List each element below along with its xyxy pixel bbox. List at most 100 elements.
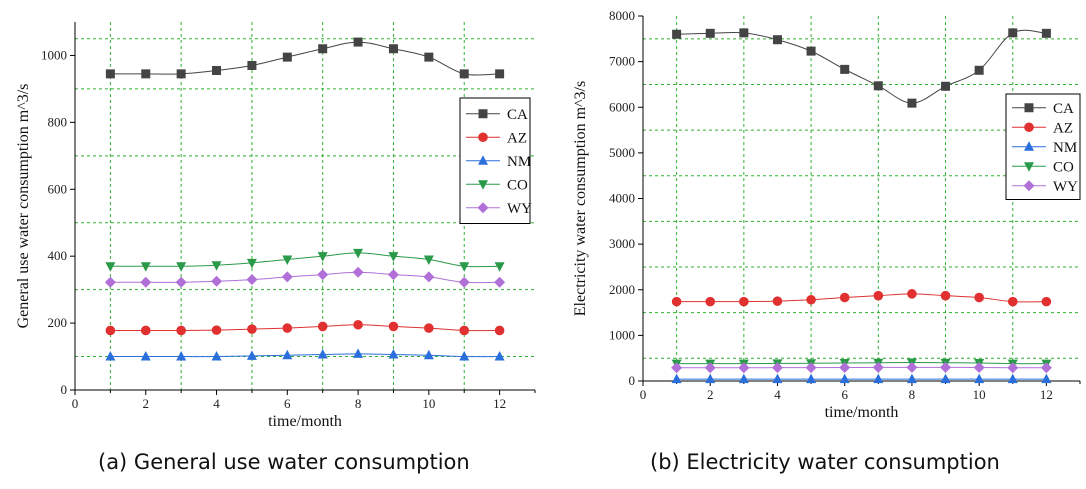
chart-b-legend-marker-co	[1024, 162, 1034, 172]
chart-a-point-co	[459, 262, 470, 272]
chart-a-line-nm	[110, 353, 500, 358]
chart-a-point-ca	[282, 52, 292, 62]
chart-a-point-az	[459, 325, 470, 336]
chart-b-y-tick-label: 8000	[609, 8, 635, 23]
chart-panel-a: 0 2 4 6 8 10 12 0 200 400 600 800 1000 time/month Gene…	[15, 22, 536, 474]
chart-b-svg: 0 2 4 6 8 10 12 0 1000 2000 3000 4000 5000 6000 7000 80…	[572, 8, 1081, 421]
chart-b-point-wy	[973, 361, 985, 373]
chart-b-point-az	[974, 292, 984, 303]
chart-a-point-az	[140, 325, 151, 336]
chart-b-point-az	[940, 290, 951, 301]
chart-b-point-ca	[672, 29, 682, 39]
chart-b-legend-marker-nm	[1024, 141, 1034, 151]
chart-b-legend-label-wy: WY	[1053, 179, 1078, 195]
chart-a-line-ca	[110, 41, 500, 76]
chart-b-point-wy	[1007, 362, 1019, 374]
chart-a-y-tick-label: 800	[48, 114, 68, 129]
chart-b-series-nm	[671, 373, 1052, 384]
chart-b-point-nm	[839, 373, 850, 384]
chart-a-legend-marker-az	[478, 132, 488, 143]
chart-a-point-wy	[175, 276, 187, 288]
chart-b-point-wy	[738, 362, 750, 374]
chart-a-point-co	[140, 262, 151, 272]
chart-b-point-az	[873, 290, 884, 301]
chart-b-point-nm	[806, 373, 817, 384]
chart-a-point-nm	[140, 351, 151, 361]
chart-b-y-tick-label: 6000	[609, 99, 635, 114]
chart-a-y-tick-label: 600	[48, 181, 68, 196]
chart-b-x-tick-label: 4	[774, 387, 781, 402]
chart-b-legend-marker-az	[1024, 122, 1034, 133]
chart-b-point-nm	[671, 373, 682, 384]
chart-b-legend-marker-wy	[1023, 180, 1035, 192]
chart-b-x-tick-label: 10	[973, 387, 986, 402]
chart-a-point-az	[211, 325, 222, 335]
chart-a-point-ca	[459, 69, 469, 79]
chart-a-series-wy	[104, 266, 506, 288]
chart-b-point-ca	[1008, 28, 1018, 38]
chart-a-point-co	[317, 252, 328, 262]
chart-b-point-ca	[1041, 28, 1051, 38]
chart-a-x-tick-label: 10	[422, 396, 435, 411]
chart-a-point-co	[176, 262, 187, 272]
chart-a-legend-label-wy: WY	[507, 201, 532, 217]
chart-a-point-nm	[353, 348, 364, 358]
chart-a-point-co	[353, 248, 364, 259]
chart-b-x-tick-label: 12	[1040, 387, 1053, 402]
chart-b-point-wy	[704, 362, 716, 374]
chart-a-point-co	[211, 261, 222, 271]
chart-b-point-az	[806, 294, 816, 305]
chart-a-series-co	[105, 248, 505, 272]
chart-b-point-wy	[940, 361, 952, 373]
chart-a-legend-marker-ca	[478, 109, 488, 119]
chart-b-point-nm	[873, 373, 884, 384]
chart-b-series-wy	[671, 361, 1052, 374]
chart-a-caption: (a) General use water consumption	[98, 450, 470, 474]
chart-b-point-ca	[772, 35, 782, 45]
chart-a-point-wy	[494, 276, 506, 288]
chart-b-point-nm	[772, 373, 783, 384]
chart-a-point-co	[282, 255, 293, 266]
chart-b-y-tick-label: 5000	[609, 145, 635, 160]
chart-b-point-ca	[806, 46, 816, 56]
chart-b-point-ca	[907, 98, 917, 108]
chart-a-point-az	[105, 325, 116, 336]
chart-b-y-tick-label: 2000	[609, 282, 635, 297]
chart-a-point-wy	[281, 271, 293, 283]
chart-a-point-nm	[176, 351, 187, 361]
chart-a-point-wy	[211, 275, 223, 287]
chart-a-point-wy	[140, 276, 152, 288]
chart-a-point-az	[247, 324, 257, 334]
chart-panel-b: 0 2 4 6 8 10 12 0 1000 2000 3000 4000 5000 6000 7000 80…	[543, 0, 1086, 489]
chart-a-point-co	[423, 255, 434, 266]
chart-a-point-co	[246, 258, 257, 269]
chart-b-legend-label-nm: NM	[1053, 140, 1077, 156]
chart-a-x-tick-label: 4	[213, 396, 220, 411]
chart-a-point-co	[494, 262, 505, 272]
chart-a-point-ca	[318, 44, 328, 54]
chart-a-point-co	[105, 262, 116, 272]
chart-b-x-axis-title: time/month	[825, 404, 899, 421]
chart-b-legend-label-co: CO	[1053, 159, 1074, 175]
chart-b-point-nm	[705, 373, 716, 384]
chart-a-point-az	[353, 319, 363, 330]
chart-a-y-tick-label: 0	[61, 382, 68, 397]
chart-a-point-ca	[105, 69, 115, 79]
chart-a-point-ca	[176, 69, 186, 79]
chart-a-y-tick-label: 200	[48, 315, 68, 330]
chart-b-caption: (b) Electricity water consumption	[650, 450, 1000, 474]
chart-b-line-co	[676, 362, 1047, 365]
chart-a-point-ca	[353, 37, 363, 47]
chart-a-point-az	[282, 323, 293, 333]
chart-a-point-wy	[387, 269, 399, 281]
chart-b-x-tick-label: 2	[707, 387, 714, 402]
chart-a-point-nm	[246, 350, 257, 360]
chart-b-legend-label-az: AZ	[1053, 120, 1073, 136]
chart-b-point-wy	[906, 361, 918, 373]
chart-b-point-ca	[873, 81, 883, 91]
chart-a-series-nm	[105, 348, 505, 361]
chart-b-y-tick-label: 3000	[609, 236, 635, 251]
chart-a-y-axis-title: General use water consumption m^3/s	[15, 84, 32, 329]
chart-b-point-wy	[671, 362, 683, 374]
chart-b-point-wy	[1040, 362, 1052, 374]
